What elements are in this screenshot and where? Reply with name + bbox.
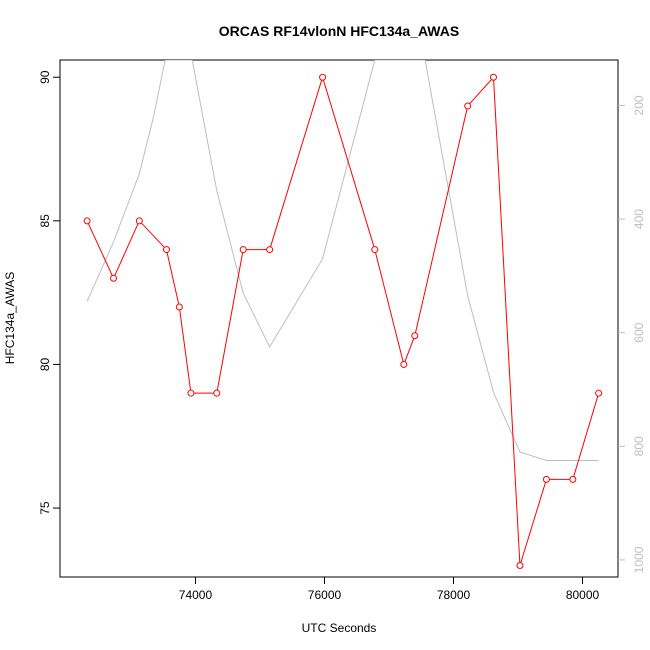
y2-axis: 200 400 600 800 1000	[618, 95, 646, 573]
y2-tick-label: 800	[632, 436, 646, 456]
data-point	[162, 246, 170, 254]
chart-title: ORCAS RF14vlonN HFC134a_AWAS	[219, 23, 459, 39]
data-point	[464, 102, 472, 110]
data-point	[110, 274, 118, 282]
data-point	[595, 389, 603, 397]
y-tick-label: 85	[38, 214, 52, 228]
data-point	[239, 246, 247, 254]
y2-tick-label: 600	[632, 322, 646, 342]
data-point	[490, 73, 497, 81]
y-tick-label: 75	[38, 501, 52, 515]
data-point	[266, 246, 274, 254]
x-tick-label: 80000	[566, 588, 600, 602]
data-point	[187, 389, 195, 397]
data-point	[516, 562, 524, 570]
y2-tick-label: 200	[632, 95, 646, 115]
data-point	[569, 475, 577, 483]
y-tick-label: 80	[38, 357, 52, 371]
y2-tick-label: 1000	[632, 546, 646, 573]
data-point	[213, 389, 221, 397]
y-axis-label: HFC134a_AWAS	[3, 272, 17, 364]
y2-tick-label: 400	[632, 209, 646, 229]
x-axis-label: UTC Seconds	[302, 621, 377, 635]
series-layer	[83, 60, 603, 570]
data-point	[175, 303, 183, 311]
x-tick-label: 78000	[437, 588, 471, 602]
gray-series-line	[86, 60, 599, 462]
data-point	[542, 475, 550, 483]
red-series-line	[86, 75, 600, 566]
data-point	[83, 217, 91, 225]
x-tick-label: 74000	[179, 588, 213, 602]
data-point	[135, 217, 143, 225]
y-tick-label: 90	[38, 70, 52, 84]
plot-area	[59, 59, 619, 578]
x-tick-label: 76000	[308, 588, 342, 602]
y-axis: 75 80 85 90	[38, 70, 60, 515]
data-point	[411, 332, 419, 340]
data-point	[400, 360, 408, 368]
data-point	[319, 73, 327, 81]
x-axis: 74000 76000 78000 80000	[179, 577, 600, 602]
data-point	[371, 246, 379, 254]
